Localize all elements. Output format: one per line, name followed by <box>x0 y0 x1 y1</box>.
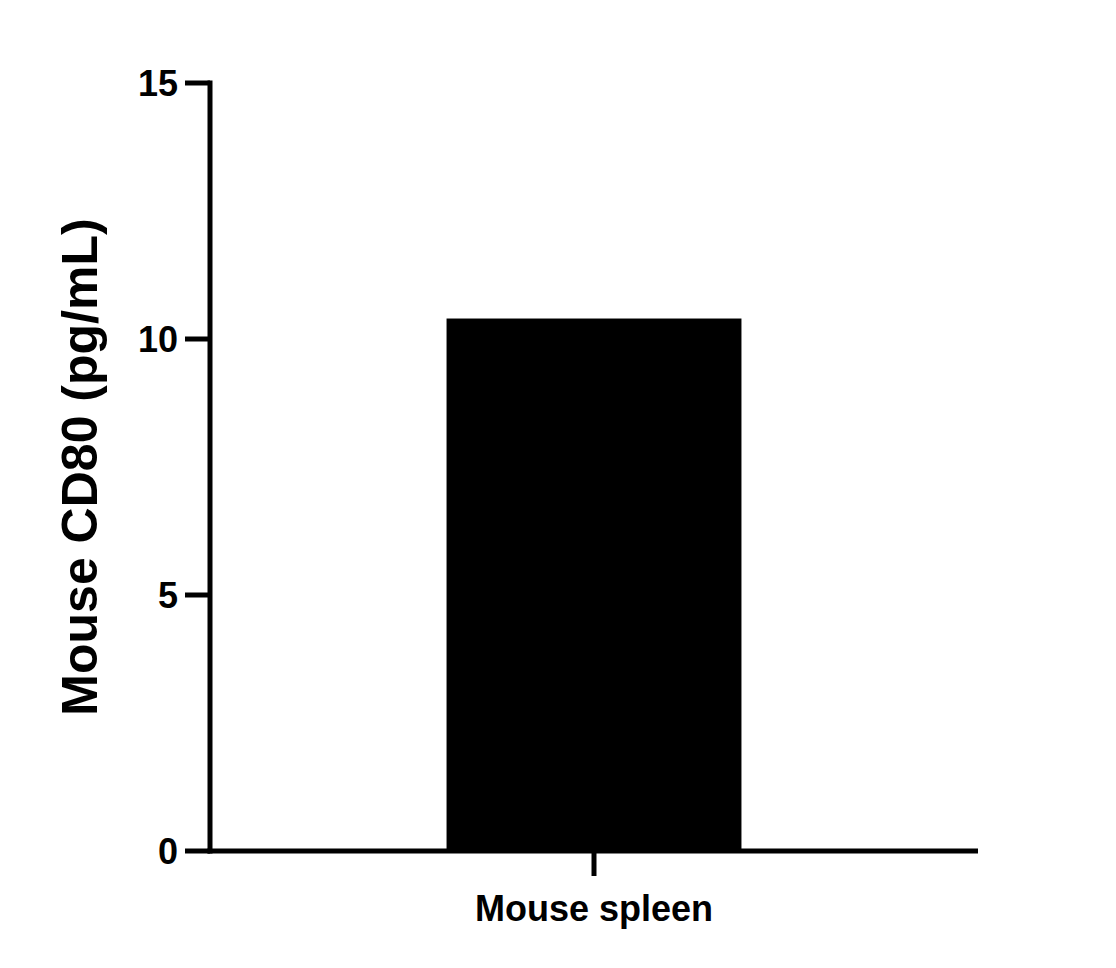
y-tick-label: 15 <box>138 63 178 104</box>
y-tick <box>185 337 210 342</box>
y-tick-label: 10 <box>138 319 178 360</box>
y-tick-label: 5 <box>158 575 178 616</box>
y-tick <box>185 593 210 598</box>
y-axis-label: Mouse CD80 (pg/mL) <box>52 218 108 715</box>
bars <box>447 319 742 851</box>
y-tick <box>185 849 210 854</box>
chart: 0 5 10 15 Mouse spleen Mouse CD80 (pg/mL) <box>0 0 1116 968</box>
y-axis-line <box>208 81 213 854</box>
y-tick <box>185 81 210 86</box>
x-tick <box>592 851 597 876</box>
y-tick-label: 0 <box>158 831 178 872</box>
bar <box>447 319 742 851</box>
x-tick-label: Mouse spleen <box>475 888 713 929</box>
